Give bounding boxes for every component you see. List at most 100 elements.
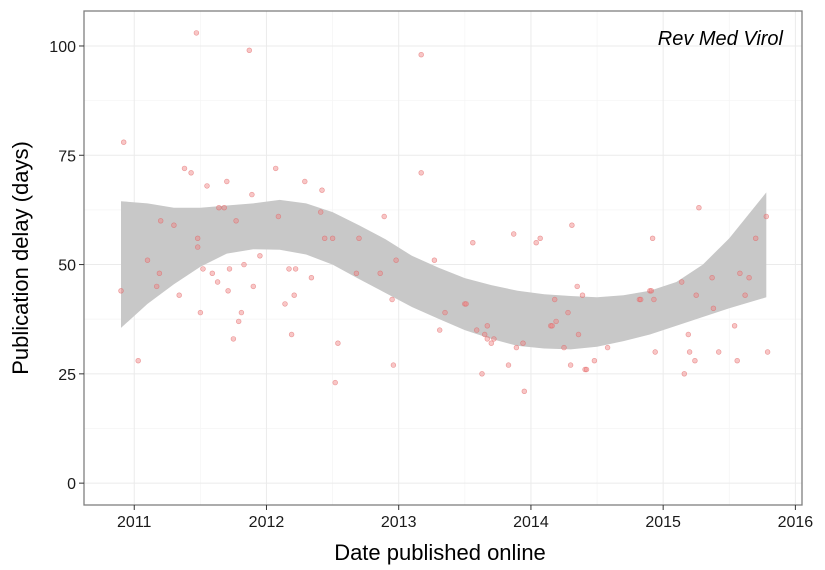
data-point	[195, 244, 201, 250]
data-point	[484, 336, 490, 342]
data-point	[120, 139, 127, 145]
data-point	[579, 292, 586, 298]
data-point	[292, 266, 299, 272]
data-point	[335, 340, 341, 346]
y-tick-label: 50	[58, 258, 76, 275]
data-point	[156, 270, 163, 276]
data-point	[171, 222, 177, 228]
data-point	[764, 349, 771, 355]
data-point	[238, 309, 245, 316]
data-point	[505, 362, 512, 368]
data-point	[647, 288, 653, 294]
y-axis-title: Publication delay (days)	[8, 141, 33, 375]
data-point	[591, 358, 598, 364]
data-point	[482, 331, 488, 338]
data-point	[118, 288, 124, 294]
data-point	[209, 270, 216, 276]
data-point	[193, 30, 200, 36]
data-point	[561, 344, 567, 351]
data-point	[548, 323, 554, 329]
data-point	[302, 178, 308, 185]
x-tick-label: 2016	[778, 514, 814, 531]
data-point	[377, 270, 383, 276]
data-point	[176, 292, 182, 298]
data-point	[319, 187, 325, 193]
data-point	[226, 266, 233, 272]
y-tick-label: 25	[58, 367, 76, 384]
data-point	[216, 205, 222, 211]
data-point	[604, 344, 611, 351]
data-point	[322, 235, 328, 242]
x-tick-label: 2012	[249, 514, 285, 531]
data-point	[329, 235, 336, 242]
data-point	[224, 178, 230, 185]
data-point	[551, 296, 558, 303]
data-point	[390, 362, 397, 368]
data-point	[681, 371, 687, 377]
data-point	[637, 296, 644, 303]
data-point	[249, 191, 255, 198]
data-point	[710, 305, 717, 311]
data-point	[474, 327, 480, 333]
smooth-confidence-band	[121, 192, 767, 350]
data-point	[746, 275, 752, 281]
x-tick-label: 2013	[381, 514, 417, 531]
data-point	[574, 283, 580, 290]
data-point	[158, 218, 164, 224]
data-point	[693, 292, 699, 298]
data-point	[356, 235, 362, 242]
data-point	[565, 309, 571, 316]
journal-annotation: Rev Med Virol	[658, 28, 784, 50]
y-tick-label: 75	[58, 148, 76, 165]
data-point	[418, 170, 424, 176]
data-point	[154, 283, 160, 290]
data-point	[135, 358, 141, 364]
data-point	[652, 349, 658, 355]
data-point	[520, 340, 526, 346]
data-point	[195, 235, 201, 242]
data-point	[225, 288, 231, 294]
data-point	[569, 222, 575, 228]
data-point	[288, 331, 295, 338]
data-point	[236, 318, 242, 325]
data-point	[353, 270, 360, 276]
data-point	[318, 209, 324, 215]
data-point	[479, 371, 485, 377]
data-point	[511, 231, 517, 237]
data-point	[567, 362, 574, 368]
x-axis-title: Date published online	[334, 540, 546, 565]
data-point	[549, 323, 555, 329]
data-point	[275, 213, 282, 220]
data-point	[393, 257, 399, 263]
data-point	[731, 323, 738, 329]
data-point	[692, 358, 698, 364]
data-point	[491, 336, 497, 342]
data-point	[763, 213, 769, 220]
data-point	[696, 205, 702, 211]
data-point	[181, 165, 188, 172]
data-point	[241, 261, 247, 268]
data-point	[649, 235, 656, 242]
data-point	[651, 296, 657, 303]
data-point	[197, 309, 204, 316]
data-point	[533, 240, 539, 246]
y-tick-label: 0	[67, 476, 76, 493]
axis-ticks	[79, 45, 796, 510]
data-point	[381, 213, 387, 220]
data-point	[200, 266, 206, 272]
data-point	[233, 218, 239, 224]
data-point	[734, 358, 740, 364]
data-point	[230, 336, 237, 342]
data-point	[437, 327, 443, 333]
data-point	[521, 388, 527, 394]
x-tick-label: 2014	[513, 514, 549, 531]
data-point	[575, 331, 582, 338]
data-point	[442, 309, 448, 316]
data-point	[273, 165, 279, 172]
smooth-band-layer	[121, 192, 767, 350]
data-point	[250, 283, 257, 290]
y-tick-label: 100	[49, 39, 76, 56]
data-point	[214, 279, 221, 285]
x-tick-label: 2011	[117, 514, 152, 531]
